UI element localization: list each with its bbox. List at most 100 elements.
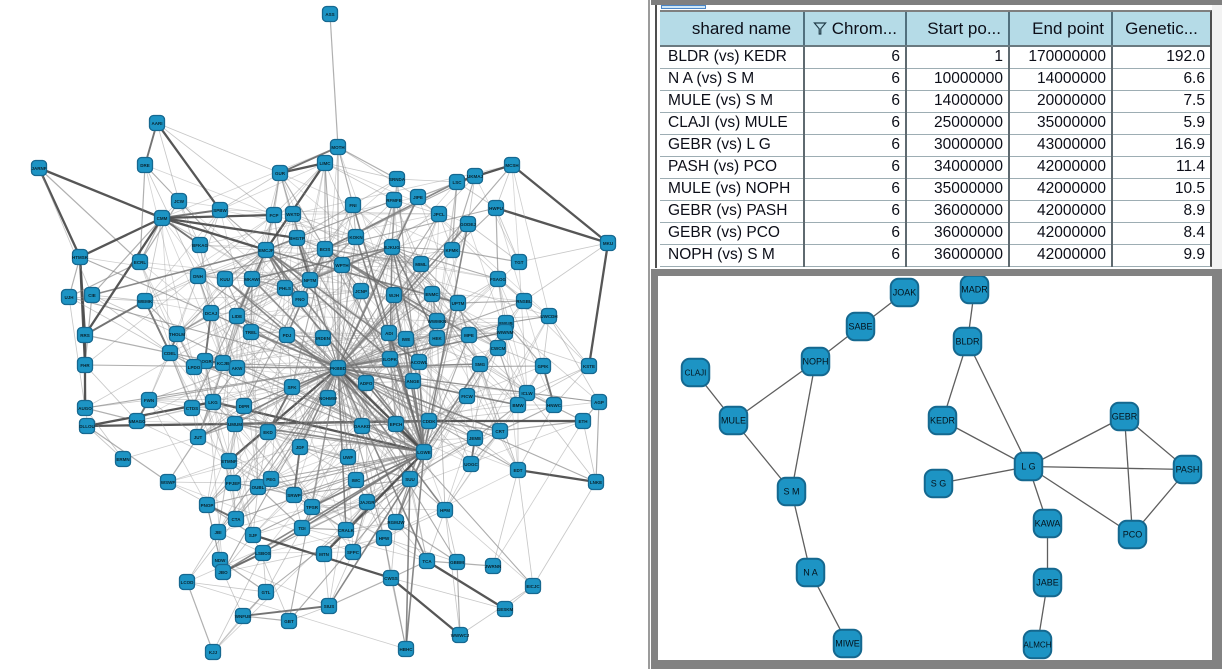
svg-text:SMG: SMG (475, 362, 486, 367)
svg-text:MPE: MPE (464, 333, 474, 338)
svg-text:MKU: MKU (603, 241, 613, 246)
svg-text:ANGE: ANGE (406, 379, 419, 384)
svg-text:AARI: AARI (152, 121, 163, 126)
svg-text:GESKM: GESKM (497, 607, 514, 612)
svg-text:LCOD: LCOD (181, 580, 194, 585)
svg-text:KUU: KUU (220, 277, 230, 282)
svg-text:KJJ: KJJ (209, 650, 218, 655)
svg-text:UWF: UWF (343, 455, 353, 460)
svg-text:LIDE: LIDE (232, 314, 242, 319)
svg-text:LGWE: LGWE (417, 450, 431, 455)
svg-text:SPBW: SPBW (213, 208, 227, 213)
svg-text:FICW: FICW (461, 394, 473, 399)
svg-text:ALMCH: ALMCH (1023, 641, 1051, 650)
svg-text:BLDR: BLDR (955, 337, 980, 347)
svg-text:KOKN: KOKN (349, 235, 362, 240)
svg-text:RGMJW: RGMJW (387, 520, 405, 525)
svg-text:AGP: AGP (594, 400, 604, 405)
svg-text:TGT: TGT (515, 260, 524, 265)
svg-text:HNWC: HNWC (547, 403, 562, 408)
svg-text:FNI: FNI (349, 203, 356, 208)
svg-text:KCJB: KCJB (217, 361, 230, 366)
svg-text:WWWCJ: WWWCJ (451, 633, 470, 638)
svg-text:CDEL: CDEL (164, 351, 177, 356)
svg-text:NMAGG: NMAGG (128, 419, 146, 424)
svg-text:MULE: MULE (721, 416, 746, 426)
svg-text:GEBR: GEBR (1112, 412, 1138, 422)
svg-text:SJF: SJF (249, 533, 258, 538)
svg-text:NDW: NDW (215, 558, 226, 563)
svg-text:GBT: GBT (284, 619, 294, 624)
svg-text:PHLS: PHLS (279, 286, 291, 291)
svg-text:JCW: JCW (174, 199, 185, 204)
svg-text:WKTD: WKTD (286, 212, 300, 217)
svg-text:CMM: CMM (157, 216, 168, 221)
svg-text:CWCM: CWCM (491, 346, 506, 351)
svg-text:SABE: SABE (848, 322, 872, 332)
svg-text:NOPH: NOPH (802, 357, 828, 367)
svg-text:OUBL: OUBL (252, 485, 265, 490)
svg-text:ACOWL: ACOWL (411, 360, 428, 365)
svg-text:FWUB: FWUB (499, 321, 513, 326)
svg-text:MIWE: MIWE (835, 639, 860, 649)
svg-text:GTL: GTL (262, 590, 271, 595)
svg-text:JWRNN: JWRNN (485, 564, 502, 569)
svg-text:PASH: PASH (1176, 465, 1200, 475)
svg-text:WNFUE: WNFUE (235, 614, 252, 619)
svg-text:SUU: SUU (405, 477, 415, 482)
svg-text:IRDEN: IRDEN (316, 336, 330, 341)
svg-text:ICLW: ICLW (521, 391, 533, 396)
svg-text:EICJC: EICJC (526, 584, 540, 589)
svg-text:PCO: PCO (1123, 530, 1143, 540)
svg-text:CRALK: CRALK (338, 528, 354, 533)
svg-text:GUR: GUR (275, 171, 286, 176)
svg-text:ECRL: ECRL (134, 260, 147, 265)
svg-text:EMCJF: EMCJF (258, 248, 274, 253)
svg-text:CRT: CRT (495, 429, 504, 434)
svg-text:PKBBD: PKBBD (330, 366, 347, 371)
svg-text:SFPC: SFPC (347, 550, 360, 555)
svg-text:THOLM: THOLM (169, 332, 185, 337)
svg-text:RRS: RRS (80, 333, 90, 338)
svg-text:LSBOS: LSBOS (255, 551, 271, 556)
svg-text:IWC: IWC (352, 478, 361, 483)
svg-text:DIPR: DIPR (239, 404, 251, 409)
svg-text:NOHMW: NOHMW (319, 396, 338, 401)
svg-text:ADFO: ADFO (360, 381, 373, 386)
svg-text:CLAJI: CLAJI (685, 369, 707, 378)
svg-text:UJH: UJH (64, 295, 73, 300)
svg-text:WJH: WJH (389, 293, 399, 298)
svg-text:S G: S G (931, 479, 947, 489)
svg-text:UMUM: UMUM (228, 422, 242, 427)
svg-text:TCA: TCA (422, 559, 432, 564)
svg-text:ENMC: ENMC (425, 292, 439, 297)
svg-text:JBI: JBI (214, 530, 221, 535)
svg-text:HWPU: HWPU (489, 206, 503, 211)
svg-text:DRE: DRE (140, 163, 150, 168)
svg-text:JIPE: JIPE (413, 195, 423, 200)
svg-text:FHR: FHR (80, 363, 90, 368)
svg-text:RFMFE: RFMFE (386, 198, 402, 203)
svg-text:HEK: HEK (432, 336, 442, 341)
svg-text:KOGR: KOGR (198, 359, 212, 364)
svg-text:WWMKN: WWMKN (428, 319, 447, 324)
svg-text:LNKE: LNKE (590, 480, 602, 485)
svg-text:FCP: FCP (270, 213, 279, 218)
svg-text:GPIK: GPIK (537, 364, 549, 369)
svg-text:L G: L G (1021, 462, 1035, 472)
svg-text:UWCDH: UWCDH (540, 314, 557, 319)
svg-text:NFTM: NFTM (304, 278, 317, 283)
svg-text:JOAK: JOAK (893, 288, 917, 298)
svg-text:SIUS: SIUS (324, 604, 335, 609)
svg-text:N A: N A (803, 568, 818, 578)
svg-text:LKG: LKG (208, 400, 218, 405)
svg-text:HPW: HPW (379, 536, 390, 541)
svg-text:FNO: FNO (295, 297, 305, 302)
svg-text:BFKAG: BFKAG (192, 243, 208, 248)
svg-text:EPCH: EPCH (390, 422, 403, 427)
svg-text:JARNF: JARNF (31, 166, 46, 171)
svg-text:RNSBL: RNSBL (516, 299, 532, 304)
svg-text:WIWNM: WIWNM (497, 330, 514, 335)
svg-text:HTMSK: HTMSK (72, 255, 89, 260)
svg-text:MKAWI: MKAWI (244, 277, 260, 282)
